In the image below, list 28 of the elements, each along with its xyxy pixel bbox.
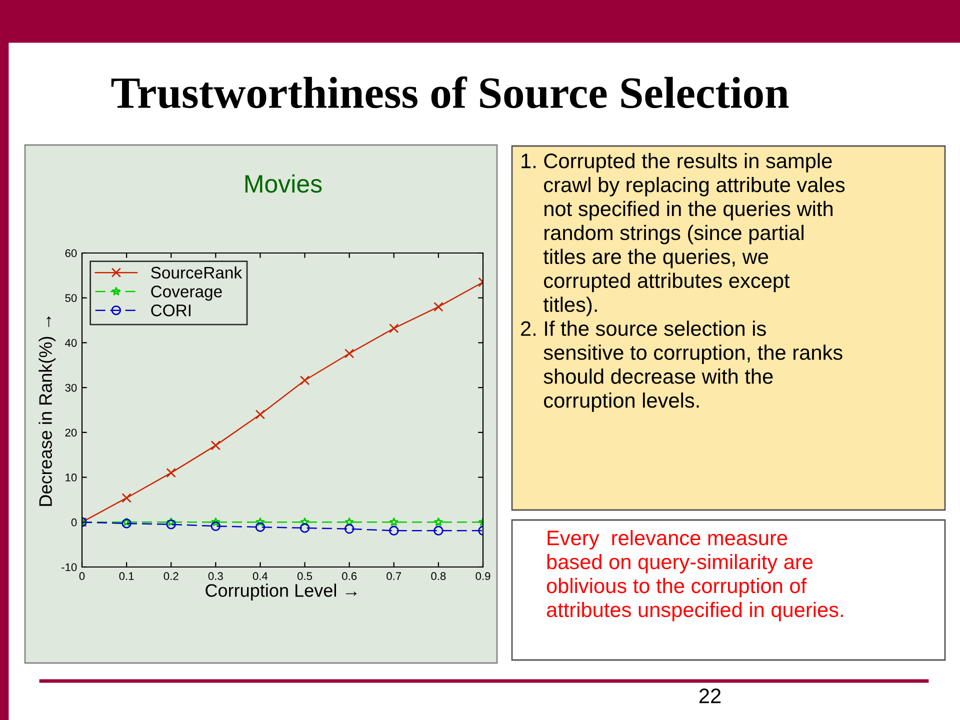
chart-title: Trustworthiness of Source Selection [111,76,789,108]
y-tick-label: 0 [71,518,77,526]
x-tick-label: 0.5 [297,572,312,580]
legend-label: CORI [151,304,190,316]
y-tick-label: 40 [65,338,77,347]
x-axis-title: Corruption Level → [206,584,357,600]
y-tick-label: 10 [66,474,77,482]
x-tick-label: 0.9 [476,572,490,580]
text: Every relevance measure based on query-similarity are oblivious to the corruption of attributes unspecified in queries. [546,530,843,622]
y-tick-label: -10 [62,563,77,572]
text: 22 [699,688,721,704]
text: 1. Corrupted the results in sample crawl by replacing attribute vales not specified in the queries with random strings (since partial titles are the queries, we corrupted attributes except titles). 2. If the source selection is sensitive to corruption, the ranks should decrease with the corruption levels. [521,153,845,412]
x-tick-label: 0.4 [252,572,268,580]
x-tick-label: 0.7 [386,572,402,580]
y-tick-label: 50 [65,294,77,302]
y-axis-title: Decrease in Rank(%) → [38,316,56,506]
y-tick-label: 60 [65,249,77,258]
legend-label: SourceRank [151,266,242,279]
x-tick-label: 0.1 [119,572,134,580]
x-tick-label: 0.6 [342,572,357,580]
x-tick-label: 0.8 [431,572,446,580]
x-tick-label: 0 [79,572,85,580]
x-tick-label: 0.3 [208,572,223,580]
y-tick-label: 30 [65,384,77,392]
x-tick-label: 0.2 [164,572,178,580]
legend-label: Coverage [151,286,222,301]
y-tick-label: 20 [65,428,77,437]
chart-subtitle: Movies [245,174,322,193]
